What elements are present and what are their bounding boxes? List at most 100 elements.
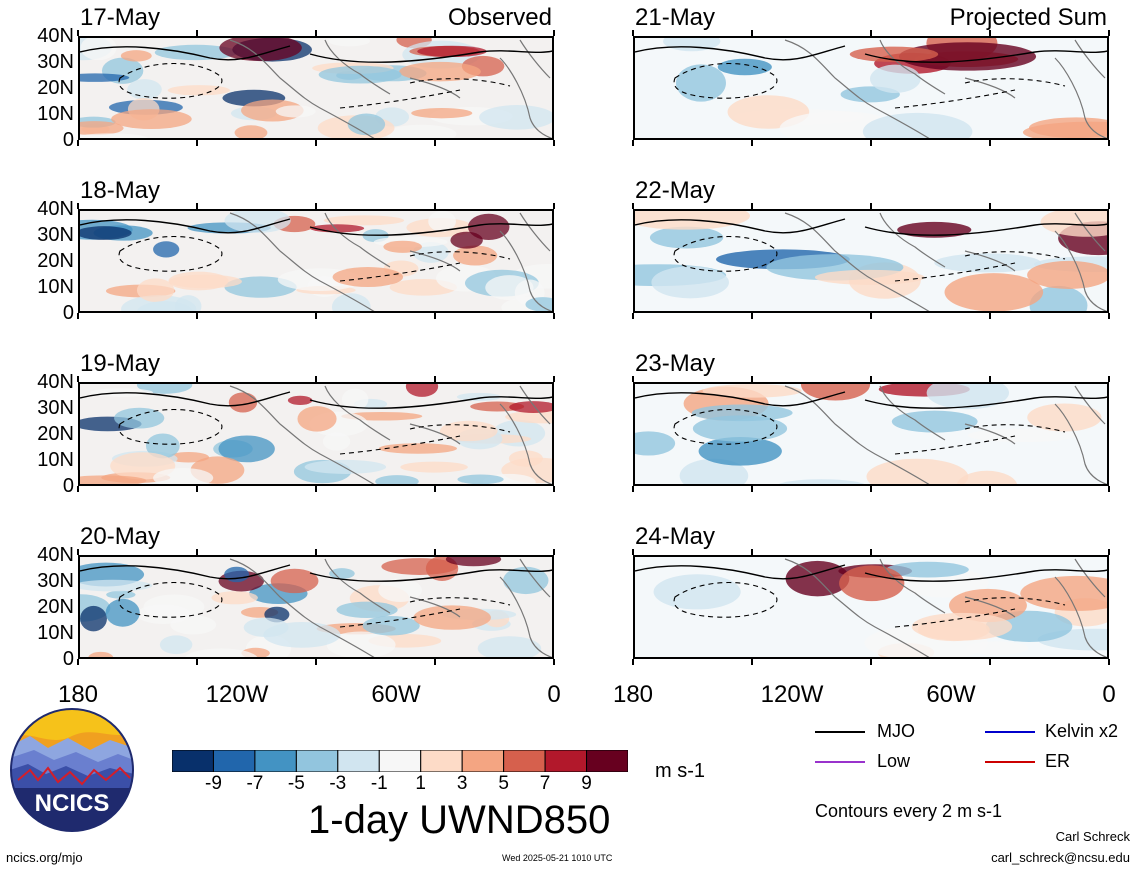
kelvin-line-swatch: [985, 731, 1035, 733]
colorbar-swatch: [586, 749, 629, 773]
lon-tick: [1108, 140, 1110, 146]
lon-tick: [553, 30, 555, 36]
product-title: 1-day UWND850: [308, 798, 611, 842]
lon-tick: [870, 376, 872, 382]
lon-tick: [989, 659, 991, 665]
lat-label: 20N: [37, 596, 74, 618]
lon-tick: [196, 376, 198, 382]
colorbar-swatch: [378, 749, 422, 773]
lon-tick: [434, 30, 436, 36]
ncics-logo: NCICS: [10, 708, 134, 832]
colorbar-tick-label: 9: [581, 773, 592, 794]
lon-tick: [553, 659, 555, 665]
lat-label: 0: [62, 648, 74, 670]
lon-tick: [196, 486, 198, 492]
panel-date: 21-May: [635, 4, 716, 31]
colorbar-tick-label: 5: [498, 773, 509, 794]
colorbar-tick-label: -7: [246, 773, 264, 794]
map-panel: [633, 382, 1109, 486]
footer-email[interactable]: carl_schreck@ncsu.edu: [991, 850, 1130, 865]
legend: MJO Kelvin x2 Low ER: [815, 720, 1135, 780]
lat-label: 20N: [37, 77, 74, 99]
lon-tick: [196, 30, 198, 36]
uwind-field: [80, 384, 552, 484]
lon-tick: [632, 140, 634, 146]
panel-date: 18-May: [80, 177, 161, 204]
lon-tick: [1108, 30, 1110, 36]
lon-tick: [870, 203, 872, 209]
lon-tick: [553, 549, 555, 555]
lon-label: 120W: [760, 681, 824, 708]
colorbar-tick-label: -9: [205, 773, 222, 794]
ncics-logo-graphic: [10, 708, 134, 832]
lon-tick: [553, 376, 555, 382]
lon-tick: [553, 313, 555, 319]
lon-tick: [315, 30, 317, 36]
uwind-field: [80, 557, 552, 657]
lon-tick: [196, 140, 198, 146]
lon-tick: [1108, 376, 1110, 382]
map-panel: [78, 209, 554, 313]
lat-label: 0: [62, 302, 74, 324]
colorbar-swatch: [171, 749, 214, 773]
legend-label-er: ER: [1045, 751, 1071, 771]
colorbar-swatch: [337, 749, 380, 773]
map-panel: [633, 209, 1109, 313]
lat-label: 40N: [37, 371, 74, 393]
lat-label: 30N: [37, 224, 74, 246]
lon-label: 0: [547, 681, 561, 708]
lon-tick: [751, 549, 753, 555]
colorbar-units: m s-1: [655, 760, 705, 782]
mjo-line-swatch: [815, 731, 865, 733]
lon-tick: [989, 313, 991, 319]
panel-date: 24-May: [635, 523, 716, 550]
lat-label: 40N: [37, 25, 74, 47]
legend-item-kelvin: Kelvin x2: [985, 720, 1135, 742]
lon-tick: [1108, 313, 1110, 319]
legend-label-low: Low: [877, 751, 911, 771]
lon-tick: [434, 376, 436, 382]
map-panel: [78, 555, 554, 659]
colorbar-swatch: [420, 749, 463, 773]
colorbar-swatch: [254, 749, 297, 773]
lon-tick: [553, 203, 555, 209]
lon-tick: [751, 486, 753, 492]
lon-label: 0: [1102, 681, 1116, 708]
lon-tick: [989, 376, 991, 382]
lon-tick: [77, 203, 79, 209]
footer-url[interactable]: ncics.org/mjo: [6, 850, 83, 865]
colorbar-swatch: [212, 749, 256, 773]
map-panel: [633, 555, 1109, 659]
lon-tick: [989, 30, 991, 36]
lat-label: 20N: [37, 250, 74, 272]
lat-label: 30N: [37, 570, 74, 592]
lon-tick: [77, 140, 79, 146]
uwind-field: [635, 557, 1107, 657]
lon-tick: [632, 659, 634, 665]
legend-item-er: ER: [985, 750, 1135, 772]
lat-label: 30N: [37, 51, 74, 73]
lon-tick: [1108, 203, 1110, 209]
lon-tick: [77, 313, 79, 319]
lon-tick: [870, 486, 872, 492]
lon-tick: [434, 486, 436, 492]
lat-label: 10N: [37, 103, 74, 125]
lon-tick: [77, 376, 79, 382]
lon-tick: [553, 140, 555, 146]
lon-tick: [632, 313, 634, 319]
lon-tick: [315, 549, 317, 555]
lon-tick: [434, 313, 436, 319]
lon-tick: [870, 313, 872, 319]
lon-tick: [77, 549, 79, 555]
legend-item-mjo: MJO: [815, 720, 955, 742]
lon-tick: [989, 549, 991, 555]
lon-tick: [632, 376, 634, 382]
panel-date: 20-May: [80, 523, 161, 550]
uwind-field: [635, 211, 1107, 311]
uwind-field: [80, 38, 552, 138]
lon-tick: [632, 486, 634, 492]
lon-tick: [632, 203, 634, 209]
panel-date: 19-May: [80, 350, 161, 377]
lon-tick: [315, 486, 317, 492]
colorbar-tick-label: -3: [329, 773, 347, 794]
